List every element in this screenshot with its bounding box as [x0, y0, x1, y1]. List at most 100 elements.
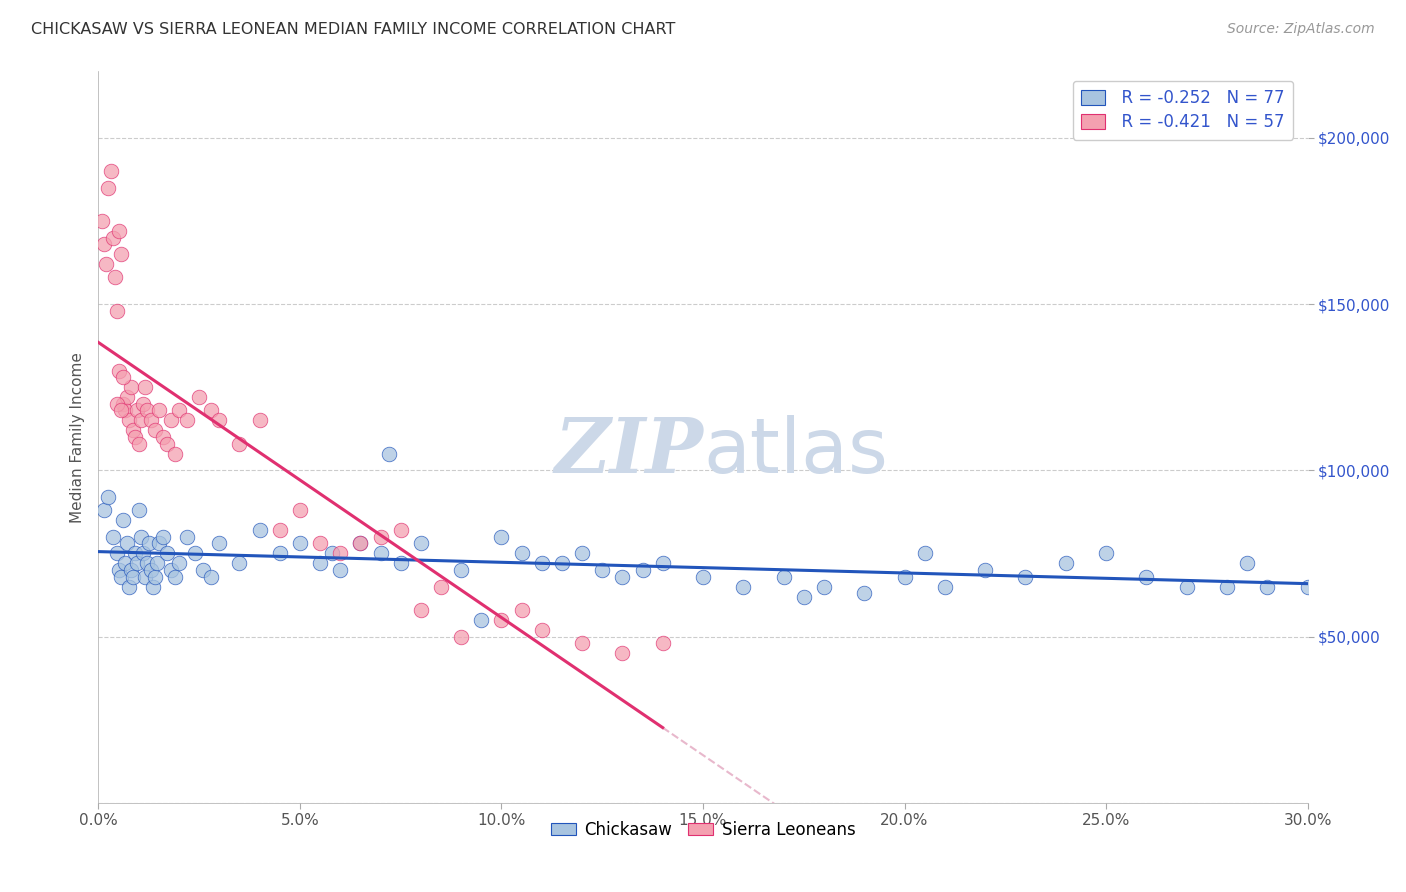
Point: [132, 397, 155, 411]
Point: [389, 557, 412, 571]
Point: [110, 403, 132, 417]
Point: [138, 536, 160, 550]
Point: [124, 430, 146, 444]
Point: [110, 570, 132, 584]
Point: [188, 390, 211, 404]
Point: [612, 646, 634, 660]
Point: [510, 603, 533, 617]
Point: [288, 503, 311, 517]
Point: [107, 224, 129, 238]
Point: [128, 436, 150, 450]
Text: atlas: atlas: [703, 415, 887, 489]
Point: [91, 214, 114, 228]
Point: [111, 370, 134, 384]
Point: [167, 557, 190, 571]
Point: [249, 523, 271, 537]
Point: [93, 503, 115, 517]
Point: [1014, 570, 1036, 584]
Point: [111, 513, 134, 527]
Point: [228, 557, 250, 571]
Point: [100, 164, 122, 178]
Text: CHICKASAW VS SIERRA LEONEAN MEDIAN FAMILY INCOME CORRELATION CHART: CHICKASAW VS SIERRA LEONEAN MEDIAN FAMIL…: [31, 22, 675, 37]
Point: [146, 557, 169, 571]
Point: [793, 590, 815, 604]
Point: [105, 546, 128, 560]
Point: [134, 570, 156, 584]
Point: [93, 237, 115, 252]
Point: [530, 623, 553, 637]
Point: [200, 403, 222, 417]
Point: [591, 563, 613, 577]
Point: [530, 557, 553, 571]
Point: [184, 546, 207, 560]
Legend: Chickasaw, Sierra Leoneans: Chickasaw, Sierra Leoneans: [544, 814, 862, 846]
Point: [329, 546, 352, 560]
Point: [193, 563, 215, 577]
Point: [571, 546, 593, 560]
Point: [115, 536, 138, 550]
Point: [1256, 580, 1278, 594]
Point: [124, 546, 146, 560]
Point: [148, 536, 170, 550]
Text: Source: ZipAtlas.com: Source: ZipAtlas.com: [1227, 22, 1375, 37]
Point: [450, 563, 472, 577]
Point: [510, 546, 533, 560]
Point: [101, 230, 124, 244]
Point: [143, 424, 166, 438]
Point: [409, 536, 432, 550]
Point: [120, 380, 142, 394]
Point: [111, 397, 134, 411]
Point: [288, 536, 311, 550]
Point: [139, 413, 162, 427]
Point: [1135, 570, 1157, 584]
Point: [1216, 580, 1239, 594]
Point: [139, 563, 162, 577]
Point: [148, 403, 170, 417]
Point: [120, 563, 142, 577]
Point: [309, 536, 332, 550]
Point: [430, 580, 453, 594]
Point: [612, 570, 634, 584]
Point: [651, 636, 673, 650]
Point: [97, 180, 120, 194]
Point: [208, 413, 231, 427]
Point: [377, 447, 399, 461]
Point: [1054, 557, 1077, 571]
Point: [309, 557, 332, 571]
Point: [631, 563, 654, 577]
Point: [1175, 580, 1198, 594]
Point: [349, 536, 371, 550]
Point: [167, 403, 190, 417]
Point: [349, 536, 371, 550]
Point: [813, 580, 835, 594]
Point: [163, 570, 186, 584]
Point: [125, 403, 148, 417]
Point: [409, 603, 432, 617]
Point: [129, 530, 152, 544]
Point: [107, 363, 129, 377]
Point: [651, 557, 673, 571]
Point: [156, 546, 179, 560]
Point: [110, 247, 132, 261]
Point: [176, 413, 198, 427]
Point: [491, 530, 513, 544]
Point: [114, 557, 136, 571]
Point: [156, 436, 179, 450]
Point: [853, 586, 876, 600]
Point: [152, 430, 174, 444]
Point: [450, 630, 472, 644]
Point: [97, 490, 120, 504]
Point: [114, 403, 136, 417]
Point: [128, 503, 150, 517]
Point: [321, 546, 343, 560]
Point: [105, 397, 128, 411]
Point: [228, 436, 250, 450]
Point: [1296, 580, 1319, 594]
Point: [733, 580, 755, 594]
Point: [934, 580, 956, 594]
Point: [470, 613, 492, 627]
Point: [389, 523, 412, 537]
Point: [200, 570, 222, 584]
Point: [551, 557, 574, 571]
Point: [1095, 546, 1118, 560]
